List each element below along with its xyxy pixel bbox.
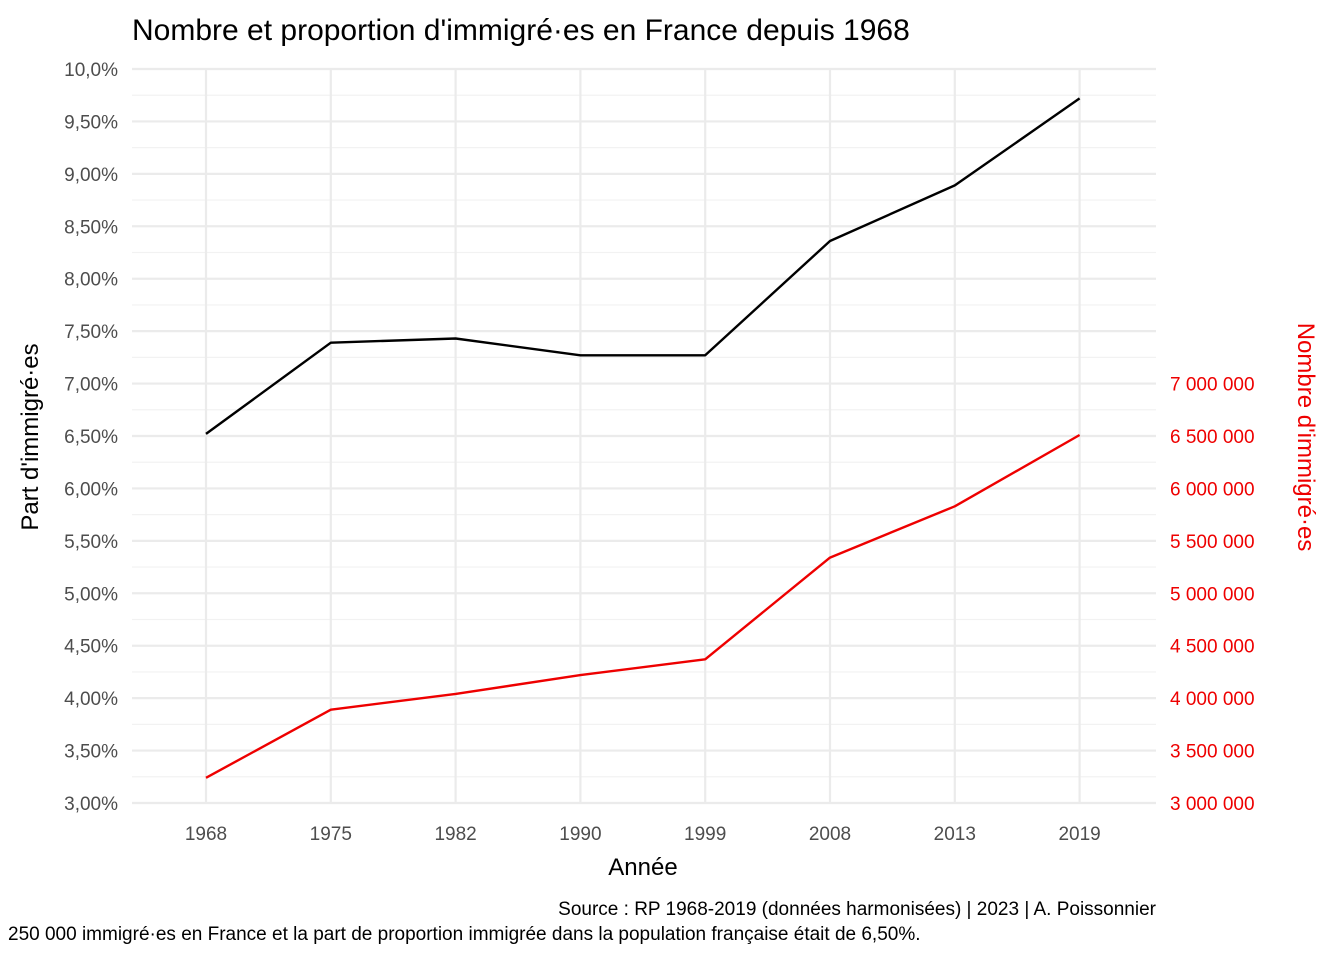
- x-tick-label: 1968: [185, 824, 227, 845]
- source-caption: Source : RP 1968-2019 (données harmonisé…: [558, 899, 1157, 920]
- left-axis-ticks: 3,00% 3,50% 4,00% 4,50% 5,00% 5,50% 6,00% 6,50%…: [64, 60, 118, 815]
- y-right-tick-label: 5 500 000: [1170, 532, 1255, 553]
- count-line: [205, 433, 1081, 779]
- y-left-tick-label: 5,50%: [64, 532, 118, 553]
- y-left-tick-label: 8,50%: [64, 217, 118, 238]
- x-axis-ticks: 1968 1975 1982 1990 1999 2008 2013 2019: [185, 824, 1101, 845]
- x-tick-label: 2013: [934, 824, 976, 845]
- chart-title: Nombre et proportion d'immigré·es en Fra…: [132, 14, 910, 47]
- y-axis-right-label: Nombre d'immigré·es: [1292, 323, 1319, 552]
- series-layer: [205, 97, 1081, 779]
- share-line: [205, 97, 1081, 435]
- chart-note: 250 000 immigré·es en France et la part …: [8, 924, 921, 945]
- right-axis-ticks: 3 000 000 3 500 000 4 000 000 4 500 000 5 00…: [1170, 375, 1255, 815]
- y-left-tick-label: 7,50%: [64, 322, 118, 343]
- y-left-tick-label: 5,00%: [64, 584, 118, 605]
- y-left-tick-label: 9,50%: [64, 112, 118, 133]
- y-axis-left-label: Part d'immigré·es: [17, 343, 44, 530]
- x-tick-label: 1975: [310, 824, 352, 845]
- x-tick-label: 1982: [434, 824, 476, 845]
- y-left-tick-label: 7,00%: [64, 375, 118, 396]
- y-left-tick-label: 9,00%: [64, 165, 118, 186]
- y-right-tick-label: 3 500 000: [1170, 742, 1255, 763]
- y-right-tick-label: 6 500 000: [1170, 427, 1255, 448]
- x-axis-label: Année: [608, 854, 677, 881]
- x-tick-label: 2019: [1058, 824, 1100, 845]
- y-left-tick-label: 6,50%: [64, 427, 118, 448]
- y-right-tick-label: 6 000 000: [1170, 479, 1255, 500]
- y-right-tick-label: 5 000 000: [1170, 584, 1255, 605]
- y-left-tick-label: 3,50%: [64, 742, 118, 763]
- y-left-tick-label: 3,00%: [64, 794, 118, 815]
- y-right-tick-label: 7 000 000: [1170, 375, 1255, 396]
- y-left-tick-label: 10,0%: [64, 60, 118, 81]
- x-tick-label: 1990: [559, 824, 601, 845]
- minor-grid: [132, 94, 1156, 778]
- x-tick-label: 1999: [684, 824, 726, 845]
- y-right-tick-label: 3 000 000: [1170, 794, 1255, 815]
- major-grid: [132, 67, 1156, 805]
- x-tick-label: 2008: [809, 824, 851, 845]
- y-left-tick-label: 4,00%: [64, 689, 118, 710]
- y-right-tick-label: 4 500 000: [1170, 637, 1255, 658]
- y-left-tick-label: 8,00%: [64, 270, 118, 291]
- y-right-tick-label: 4 000 000: [1170, 689, 1255, 710]
- y-left-tick-label: 6,00%: [64, 479, 118, 500]
- y-left-tick-label: 4,50%: [64, 637, 118, 658]
